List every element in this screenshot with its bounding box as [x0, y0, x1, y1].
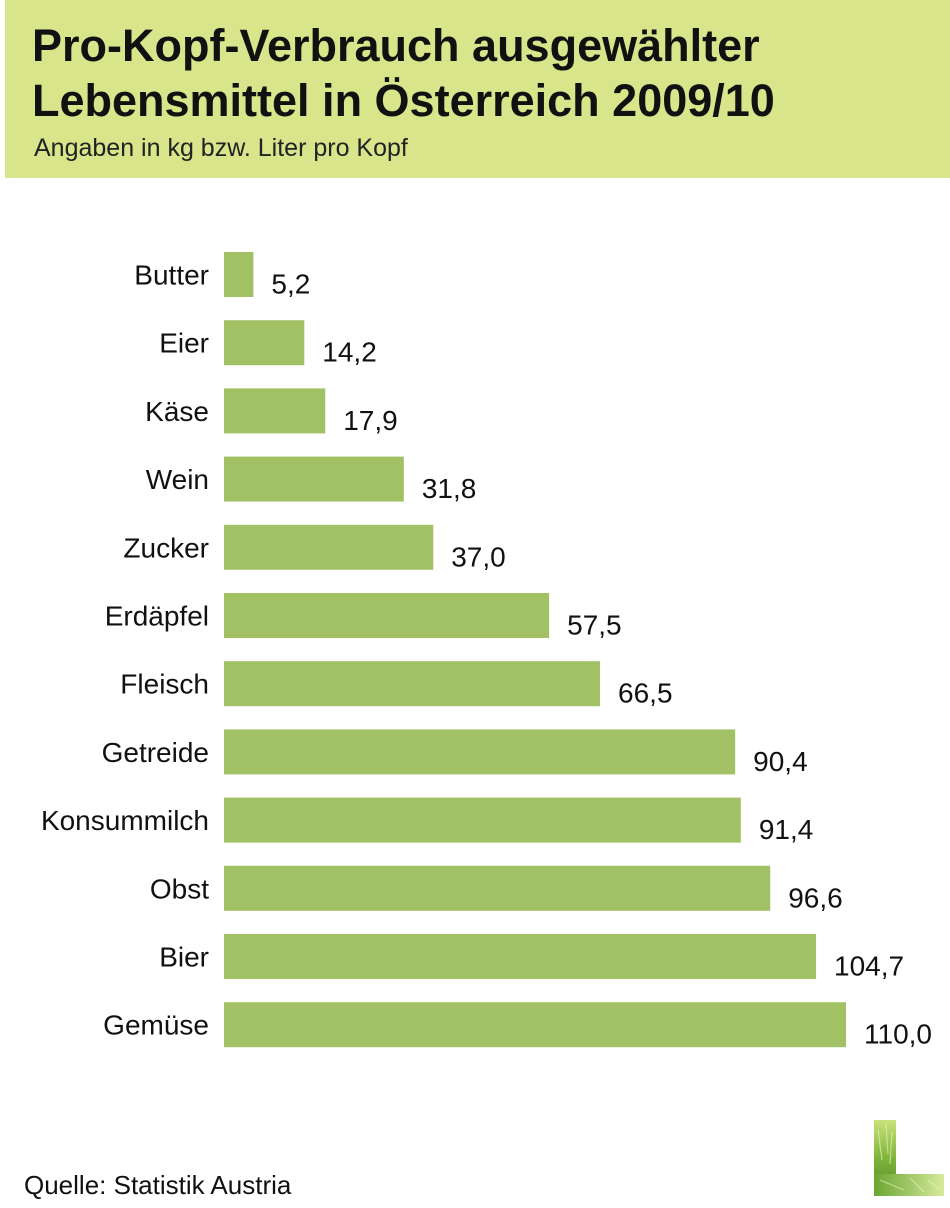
category-label-kaese: Käse: [145, 396, 209, 427]
category-label-group: Butter Eier Käse Wein Zucker Erdäpfel Fleisch G…: [41, 260, 209, 1041]
chart-subtitle: Angaben in kg bzw. Liter pro Kopf: [34, 134, 408, 162]
value-label-eier: 14,2: [322, 337, 377, 368]
bar-wein: [224, 456, 404, 502]
bar-kaese: [224, 388, 326, 434]
bar-obst: [224, 865, 771, 911]
category-label-butter: Butter: [134, 260, 209, 291]
bar-konsummilch: [224, 797, 741, 843]
bar-getreide: [224, 729, 736, 775]
source-note: Quelle: Statistik Austria: [24, 1170, 292, 1200]
bar-group: [224, 252, 846, 1048]
bar-eier: [224, 320, 305, 366]
category-label-obst: Obst: [150, 873, 209, 904]
category-label-erdaepfel: Erdäpfel: [105, 601, 209, 632]
value-label-wein: 31,8: [422, 473, 477, 504]
value-label-kaese: 17,9: [343, 405, 398, 436]
chart-title: Pro-Kopf-Verbrauch ausgewählter Lebensmi…: [32, 18, 775, 128]
category-label-gemuese: Gemüse: [103, 1010, 209, 1041]
chart-title-line-2: Lebensmittel in Österreich 2009/10: [32, 75, 775, 126]
value-label-group: 5,2 14,2 17,9 31,8 37,0 57,5 66,5 90,4 91,4 96,6 1…: [271, 269, 932, 1050]
bar-erdaepfel: [224, 593, 550, 638]
value-label-obst: 96,6: [788, 882, 843, 913]
category-label-konsummilch: Konsummilch: [41, 805, 209, 836]
category-label-getreide: Getreide: [102, 737, 209, 768]
value-label-konsummilch: 91,4: [759, 814, 814, 845]
category-label-bier: Bier: [159, 942, 209, 973]
bar-butter: [224, 252, 254, 297]
bar-fleisch: [224, 661, 601, 707]
title-banner: Pro-Kopf-Verbrauch ausgewählter Lebensmi…: [5, 0, 950, 178]
value-label-fleisch: 66,5: [618, 678, 673, 709]
bar-gemuese: [224, 1002, 846, 1048]
category-label-wein: Wein: [146, 464, 209, 495]
value-label-getreide: 90,4: [753, 746, 808, 777]
value-label-butter: 5,2: [271, 269, 310, 300]
bar-zucker: [224, 524, 434, 570]
value-label-zucker: 37,0: [451, 541, 506, 572]
category-label-eier: Eier: [159, 328, 209, 359]
grass-l-logo-icon: [874, 1120, 944, 1196]
value-label-bier: 104,7: [834, 951, 904, 982]
value-label-gemuese: 110,0: [864, 1019, 932, 1050]
category-label-fleisch: Fleisch: [120, 669, 209, 700]
category-label-zucker: Zucker: [123, 532, 209, 563]
bar-bier: [224, 934, 817, 979]
value-label-erdaepfel: 57,5: [567, 610, 622, 641]
chart-title-line-1: Pro-Kopf-Verbrauch ausgewählter: [32, 20, 760, 71]
